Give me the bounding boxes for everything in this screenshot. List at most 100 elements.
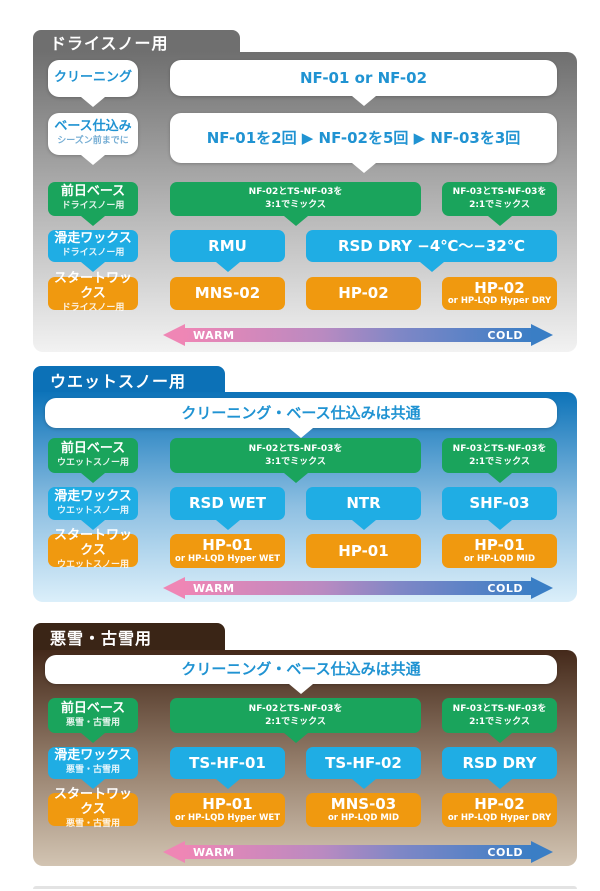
row-label-text: スタートワックス bbox=[53, 271, 132, 302]
value-box-start-1: HP-01 or HP-LQD Hyper WET bbox=[170, 534, 285, 568]
value-box-glide-3: SHF-03 bbox=[442, 487, 557, 520]
value-text: RSD DRY −4℃～−32℃ bbox=[337, 236, 526, 255]
value-box-glide-2: TS-HF-02 bbox=[306, 747, 421, 779]
value-text: RSD WET bbox=[188, 494, 267, 513]
section-panel: クリーニング・ベース仕込みは共通 前日ベース ウエットスノー用 NF-02とTS… bbox=[33, 392, 577, 602]
warm-label: WARM bbox=[193, 582, 235, 595]
value-box-start-2: HP-01 bbox=[306, 534, 421, 568]
row-label-subtext: ドライスノー用 bbox=[61, 303, 125, 314]
row-label-text: 前日ベース bbox=[60, 440, 126, 456]
row-label-subtext: ウエットスノー用 bbox=[56, 560, 129, 571]
section-title: ウエットスノー用 bbox=[50, 371, 187, 391]
row-label-subtext: 悪雪・古雪用 bbox=[65, 819, 120, 830]
section-tab: ウエットスノー用 bbox=[33, 366, 225, 393]
value-text: RMU bbox=[208, 236, 247, 255]
row-label-prev-day-base: 前日ベース 悪雪・古雪用 bbox=[48, 698, 138, 733]
mix-line-1: NF-03とTS-NF-03を bbox=[452, 187, 547, 198]
value-text: HP-01 bbox=[202, 795, 253, 814]
cold-label: COLD bbox=[487, 846, 523, 859]
section-tab: 悪雪・古雪用 bbox=[33, 623, 225, 651]
mix-line-1: NF-02とTS-NF-03を bbox=[248, 187, 343, 198]
value-box-start-3: HP-02 or HP-LQD Hyper DRY bbox=[442, 793, 557, 827]
row-values-prev-day-base: NF-02とTS-NF-03を 3:1でミックス NF-03とTS-NF-03を… bbox=[170, 438, 557, 473]
temperature-gradient-bar bbox=[183, 328, 533, 342]
mix-line-2: 2:1でミックス bbox=[469, 716, 530, 727]
row-label-glide-wax: 滑走ワックス ドライスノー用 bbox=[48, 230, 138, 262]
mix-line-2: 2:1でミックス bbox=[469, 456, 530, 467]
row-values-prev-day-base: NF-02とTS-NF-03を 2:1でミックス NF-03とTS-NF-03を… bbox=[170, 698, 557, 733]
row-label-start-wax: スタートワックス 悪雪・古雪用 bbox=[48, 787, 138, 829]
row-label-text: ベース仕込み bbox=[54, 119, 132, 135]
value-box-mix-left: NF-02とTS-NF-03を 2:1でミックス bbox=[170, 698, 421, 733]
value-subtext: or HP-LQD Hyper WET bbox=[174, 553, 280, 564]
value-text: TS-HF-02 bbox=[325, 753, 402, 772]
row-label-prev-day-base: 前日ベース ウエットスノー用 bbox=[48, 438, 138, 473]
row-label-glide-wax: 滑走ワックス 悪雪・古雪用 bbox=[48, 747, 138, 779]
row-values-glide-wax: RSD WET NTR SHF-03 bbox=[170, 487, 557, 520]
row-label-subtext: ドライスノー用 bbox=[61, 201, 125, 212]
value-box-mix-right: NF-03とTS-NF-03を 2:1でミックス bbox=[442, 698, 557, 733]
warm-arrowhead-icon bbox=[163, 577, 185, 599]
value-box-glide-1: TS-HF-01 bbox=[170, 747, 285, 779]
cropped-next-section-edge bbox=[33, 886, 577, 889]
value-text: HP-02 bbox=[338, 284, 389, 303]
row-values-start-wax: MNS-02 HP-02 HP-02 or HP-LQD Hyper DRY bbox=[170, 277, 557, 310]
value-text: HP-02 bbox=[474, 795, 525, 814]
common-note-box: クリーニング・ベース仕込みは共通 bbox=[45, 398, 557, 428]
row-label-text: クリーニング bbox=[53, 70, 132, 86]
row-label-text: スタートワックス bbox=[53, 528, 132, 559]
row-label-subtext: ドライスノー用 bbox=[61, 248, 125, 259]
value-text: HP-02 bbox=[474, 278, 525, 297]
value-text: MNS-03 bbox=[330, 795, 397, 814]
value-box-glide-1: RMU bbox=[170, 230, 285, 262]
row-values-start-wax: HP-01 or HP-LQD Hyper WET HP-01 HP-01 or… bbox=[170, 534, 557, 568]
value-box-start-2: MNS-03 or HP-LQD MID bbox=[306, 793, 421, 827]
cold-arrowhead-icon bbox=[531, 841, 553, 863]
value-box-mix-left: NF-02とTS-NF-03を 3:1でミックス bbox=[170, 182, 421, 216]
section-wet-snow: ウエットスノー用 クリーニング・ベース仕込みは共通 前日ベース ウエットスノー用… bbox=[33, 366, 577, 602]
value-text: RSD DRY bbox=[462, 753, 537, 772]
row-label-prev-day-base: 前日ベース ドライスノー用 bbox=[48, 182, 138, 216]
warm-arrowhead-icon bbox=[163, 841, 185, 863]
mix-line-1: NF-03とTS-NF-03を bbox=[452, 703, 547, 714]
value-box-base-prep: NF-01を2回 ▶ NF-02を5回 ▶ NF-03を3回 bbox=[170, 113, 557, 163]
value-box-start-1: MNS-02 bbox=[170, 277, 285, 310]
value-text: HP-01 bbox=[202, 536, 253, 555]
value-subtext: or HP-LQD Hyper DRY bbox=[447, 296, 552, 307]
temperature-scale: WARM COLD bbox=[163, 841, 553, 863]
value-box-mix-left: NF-02とTS-NF-03を 3:1でミックス bbox=[170, 438, 421, 473]
row-label-start-wax: スタートワックス ドライスノー用 bbox=[48, 271, 138, 313]
common-note-box: クリーニング・ベース仕込みは共通 bbox=[45, 655, 557, 684]
section-bad-old-snow: 悪雪・古雪用 クリーニング・ベース仕込みは共通 前日ベース 悪雪・古雪用 NF-… bbox=[33, 623, 577, 866]
value-subtext: or HP-LQD Hyper DRY bbox=[447, 812, 552, 823]
row-values-glide-wax: TS-HF-01 TS-HF-02 RSD DRY bbox=[170, 747, 557, 779]
value-text: TS-HF-01 bbox=[189, 753, 266, 772]
temperature-gradient-bar bbox=[183, 845, 533, 859]
row-label-text: 滑走ワックス bbox=[54, 748, 132, 764]
value-text: MNS-02 bbox=[194, 284, 261, 303]
value-subtext: or HP-LQD MID bbox=[463, 553, 536, 564]
mix-line-2: 2:1でミックス bbox=[469, 200, 530, 210]
value-subtext: or HP-LQD Hyper WET bbox=[174, 812, 280, 823]
value-text: SHF-03 bbox=[469, 494, 530, 513]
warm-label: WARM bbox=[193, 329, 235, 342]
value-box-start-3: HP-02 or HP-LQD Hyper DRY bbox=[442, 277, 557, 310]
mix-line-1: NF-02とTS-NF-03を bbox=[248, 443, 343, 454]
warm-label: WARM bbox=[193, 846, 235, 859]
row-label-glide-wax: 滑走ワックス ウエットスノー用 bbox=[48, 487, 138, 520]
value-box-mix-right: NF-03とTS-NF-03を 2:1でミックス bbox=[442, 182, 557, 216]
row-values-cleaning: NF-01 or NF-02 bbox=[170, 60, 557, 96]
cold-arrowhead-icon bbox=[531, 577, 553, 599]
value-text: HP-01 bbox=[474, 536, 525, 555]
row-values-base-prep: NF-01を2回 ▶ NF-02を5回 ▶ NF-03を3回 bbox=[170, 113, 557, 163]
row-label-text: 前日ベース bbox=[60, 184, 126, 200]
row-label-base-prep: ベース仕込み シーズン前までに bbox=[48, 113, 138, 155]
row-label-text: スタートワックス bbox=[53, 787, 132, 818]
value-subtext: or HP-LQD MID bbox=[327, 812, 400, 823]
row-label-text: 滑走ワックス bbox=[54, 231, 132, 247]
row-label-cleaning: クリーニング bbox=[48, 60, 138, 97]
mix-line-2: 3:1でミックス bbox=[265, 456, 326, 467]
common-note-text: クリーニング・ベース仕込みは共通 bbox=[181, 660, 421, 679]
warm-arrowhead-icon bbox=[163, 324, 185, 346]
